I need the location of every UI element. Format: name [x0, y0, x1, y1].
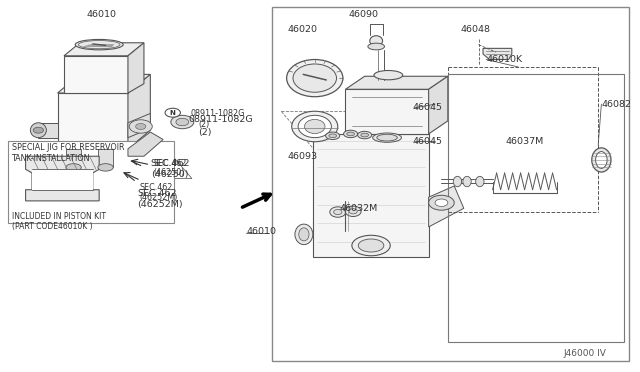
Ellipse shape	[287, 60, 343, 97]
Polygon shape	[346, 89, 429, 134]
Text: 46090: 46090	[349, 10, 379, 19]
Text: J46000 IV: J46000 IV	[563, 349, 606, 358]
Ellipse shape	[345, 206, 361, 217]
Text: 08911-1082G: 08911-1082G	[190, 109, 244, 118]
Ellipse shape	[98, 164, 113, 171]
Polygon shape	[483, 48, 512, 60]
Text: N: N	[170, 110, 175, 116]
Text: 46082: 46082	[602, 100, 632, 109]
Ellipse shape	[326, 132, 340, 140]
Text: (46252M): (46252M)	[138, 200, 183, 209]
Polygon shape	[98, 149, 113, 167]
Text: 46032M: 46032M	[339, 204, 378, 213]
Polygon shape	[38, 123, 58, 138]
Circle shape	[129, 120, 152, 133]
Circle shape	[435, 199, 448, 206]
Ellipse shape	[374, 71, 403, 80]
Ellipse shape	[370, 36, 383, 46]
Ellipse shape	[377, 134, 397, 141]
Ellipse shape	[592, 148, 611, 172]
Text: 46045: 46045	[413, 137, 443, 146]
Polygon shape	[32, 169, 93, 190]
Polygon shape	[26, 156, 99, 201]
Polygon shape	[64, 43, 144, 56]
Bar	[8, 141, 174, 223]
Text: INCLUDED IN PISTON KIT
(PART CODE46010K ): INCLUDED IN PISTON KIT (PART CODE46010K …	[12, 212, 106, 231]
Ellipse shape	[596, 152, 607, 168]
Text: (46250): (46250)	[152, 170, 189, 179]
Text: SEC.462: SEC.462	[138, 189, 177, 198]
Ellipse shape	[372, 133, 401, 142]
Ellipse shape	[298, 115, 332, 138]
Polygon shape	[64, 56, 128, 93]
Text: (2): (2)	[198, 120, 209, 129]
Text: SPECIAL JIG FOR RESERVOIR
TANK-INSTALLATION: SPECIAL JIG FOR RESERVOIR TANK-INSTALLAT…	[12, 143, 124, 163]
Polygon shape	[66, 149, 81, 167]
Polygon shape	[128, 43, 144, 93]
Bar	[272, 7, 629, 361]
Ellipse shape	[330, 207, 346, 217]
Text: 46048: 46048	[461, 25, 491, 34]
Text: (46252M): (46252M)	[140, 193, 178, 202]
Ellipse shape	[358, 239, 384, 252]
Text: 46037M: 46037M	[506, 137, 543, 146]
Polygon shape	[429, 76, 448, 134]
Text: (2): (2)	[198, 128, 212, 137]
Text: 46045: 46045	[413, 103, 443, 112]
Text: 46020: 46020	[288, 25, 318, 34]
Ellipse shape	[299, 228, 309, 241]
Polygon shape	[128, 113, 150, 138]
Ellipse shape	[347, 132, 355, 136]
Ellipse shape	[344, 130, 358, 138]
Text: 46010: 46010	[246, 227, 276, 236]
Polygon shape	[346, 76, 448, 89]
Bar	[448, 74, 624, 342]
Polygon shape	[64, 156, 192, 179]
Circle shape	[176, 118, 189, 126]
Text: SEC.462: SEC.462	[140, 183, 173, 192]
Ellipse shape	[293, 64, 337, 92]
Ellipse shape	[349, 209, 357, 214]
Ellipse shape	[329, 134, 337, 138]
Ellipse shape	[368, 43, 385, 50]
Ellipse shape	[75, 39, 123, 50]
Ellipse shape	[463, 176, 471, 187]
Circle shape	[136, 124, 146, 129]
Text: 46010: 46010	[86, 10, 116, 19]
Text: 08911-1082G: 08911-1082G	[189, 115, 253, 124]
Circle shape	[33, 127, 44, 133]
Polygon shape	[58, 74, 150, 93]
Ellipse shape	[333, 209, 342, 215]
Text: SEC.462: SEC.462	[154, 159, 187, 168]
Polygon shape	[429, 186, 464, 227]
Text: 46093: 46093	[288, 152, 318, 161]
Ellipse shape	[453, 176, 461, 187]
Polygon shape	[128, 132, 163, 156]
Ellipse shape	[295, 224, 313, 245]
Circle shape	[429, 195, 454, 210]
Polygon shape	[128, 74, 150, 149]
Ellipse shape	[352, 235, 390, 256]
Text: 46010K: 46010K	[486, 55, 522, 64]
Ellipse shape	[476, 176, 484, 187]
Text: (46250): (46250)	[154, 169, 185, 177]
Circle shape	[171, 115, 194, 129]
Polygon shape	[58, 93, 128, 149]
Polygon shape	[314, 134, 429, 257]
Ellipse shape	[66, 164, 81, 171]
Ellipse shape	[361, 133, 369, 137]
Ellipse shape	[305, 119, 325, 134]
Circle shape	[165, 108, 180, 117]
Ellipse shape	[358, 131, 372, 139]
Ellipse shape	[292, 111, 338, 142]
Ellipse shape	[30, 123, 46, 138]
Text: SEC.462: SEC.462	[150, 159, 190, 168]
